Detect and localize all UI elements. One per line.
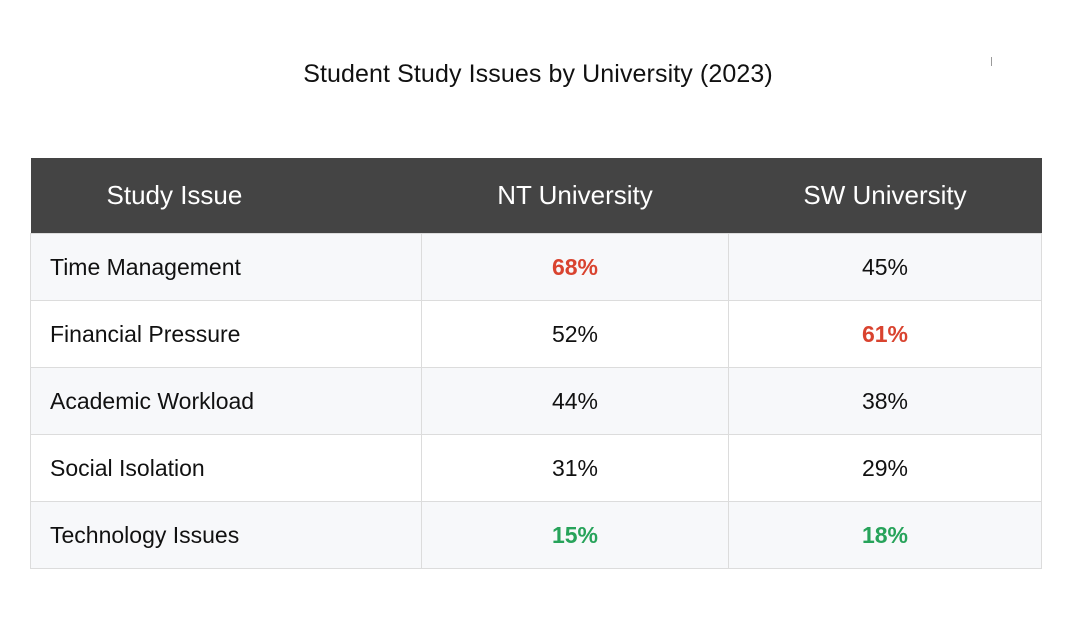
column-header-study-issue: Study Issue (30, 158, 422, 234)
header-row: Study Issue NT University SW University (30, 158, 1042, 234)
table-row: Social Isolation 31% 29% (30, 434, 1042, 502)
nt-value-cell: 52% (421, 300, 729, 368)
issue-cell: Social Isolation (30, 434, 422, 502)
issue-cell: Time Management (30, 233, 422, 301)
issue-cell: Financial Pressure (30, 300, 422, 368)
table-title: Student Study Issues by University (2023… (303, 60, 773, 88)
table-row: Time Management 68% 45% (30, 233, 1042, 301)
study-issues-table: Study Issue NT University SW University … (30, 158, 1042, 569)
sw-value-cell: 45% (728, 233, 1042, 301)
issue-cell: Technology Issues (30, 501, 422, 569)
column-header-sw-university: SW University (728, 158, 1042, 234)
table-row: Technology Issues 15% 18% (30, 501, 1042, 569)
nt-value-cell: 31% (421, 434, 729, 502)
sw-value-cell: 18% (728, 501, 1042, 569)
divider-mark (991, 57, 992, 66)
table-row: Academic Workload 44% 38% (30, 367, 1042, 435)
issue-cell: Academic Workload (30, 367, 422, 435)
table-row: Financial Pressure 52% 61% (30, 300, 1042, 368)
sw-value-cell: 38% (728, 367, 1042, 435)
column-header-nt-university: NT University (421, 158, 729, 234)
nt-value-cell: 15% (421, 501, 729, 569)
nt-value-cell: 68% (421, 233, 729, 301)
sw-value-cell: 29% (728, 434, 1042, 502)
sw-value-cell: 61% (728, 300, 1042, 368)
nt-value-cell: 44% (421, 367, 729, 435)
